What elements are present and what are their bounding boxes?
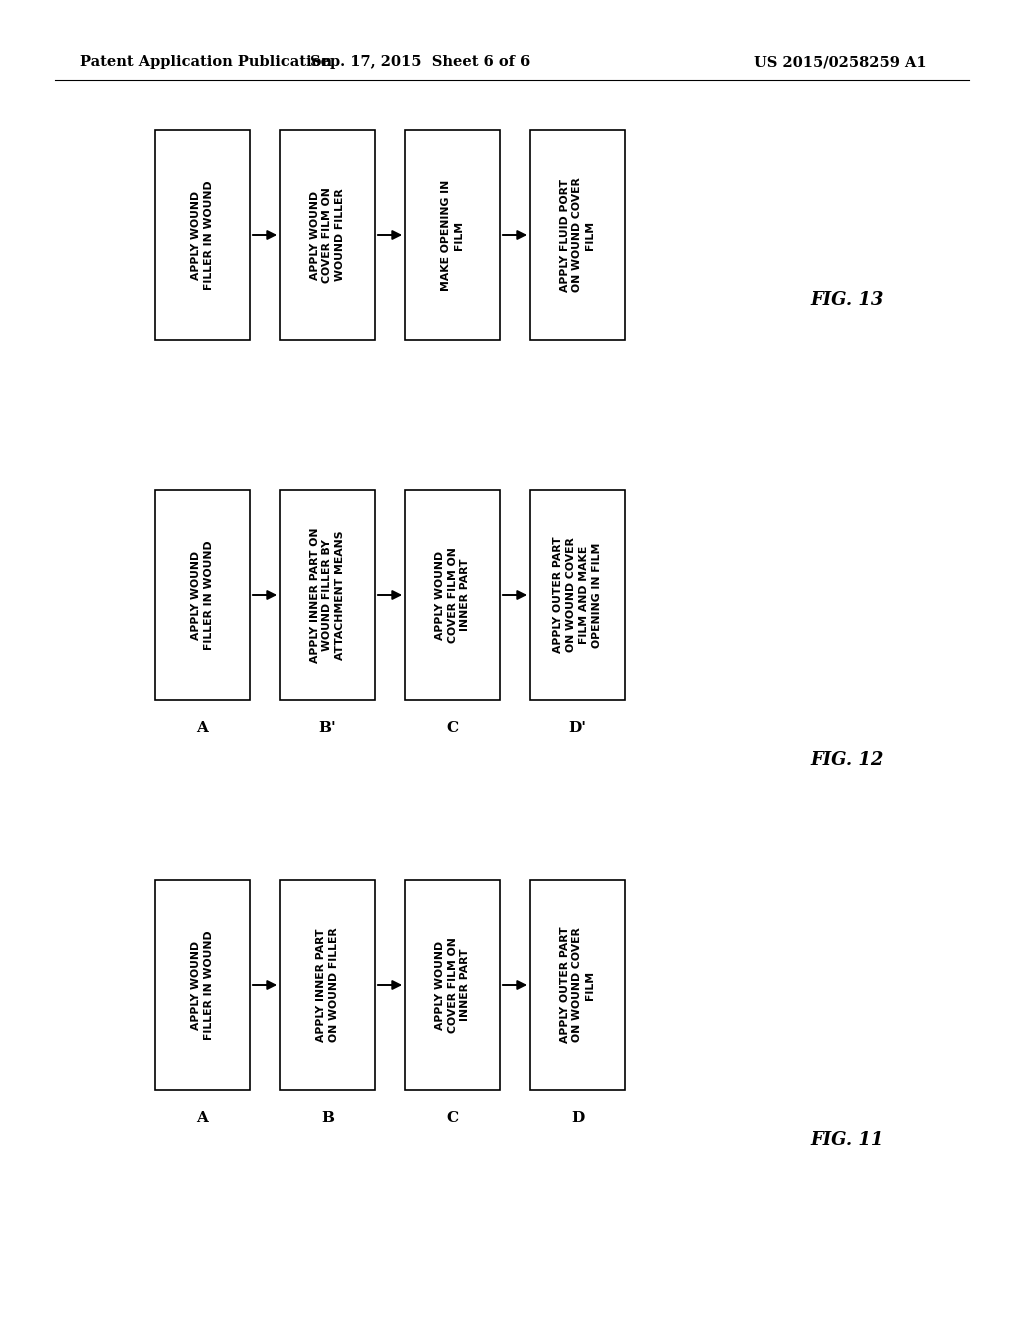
Bar bbox=[406, 490, 500, 700]
Bar bbox=[155, 129, 250, 341]
Text: B': B' bbox=[318, 721, 336, 735]
Text: FIG. 11: FIG. 11 bbox=[810, 1131, 884, 1148]
Text: APPLY FLUID PORT
ON WOUND COVER
FILM: APPLY FLUID PORT ON WOUND COVER FILM bbox=[560, 178, 595, 293]
Text: APPLY WOUND
FILLER IN WOUND: APPLY WOUND FILLER IN WOUND bbox=[191, 540, 214, 649]
Bar bbox=[155, 880, 250, 1090]
Bar bbox=[280, 880, 375, 1090]
Text: APPLY WOUND
FILLER IN WOUND: APPLY WOUND FILLER IN WOUND bbox=[191, 931, 214, 1040]
Text: D': D' bbox=[568, 721, 587, 735]
Text: APPLY WOUND
COVER FILM ON
INNER PART: APPLY WOUND COVER FILM ON INNER PART bbox=[435, 546, 470, 643]
Text: Sep. 17, 2015  Sheet 6 of 6: Sep. 17, 2015 Sheet 6 of 6 bbox=[310, 55, 530, 69]
Text: APPLY INNER PART
ON WOUND FILLER: APPLY INNER PART ON WOUND FILLER bbox=[316, 928, 339, 1043]
Bar bbox=[530, 490, 625, 700]
Bar bbox=[406, 880, 500, 1090]
Text: APPLY WOUND
FILLER IN WOUND: APPLY WOUND FILLER IN WOUND bbox=[191, 181, 214, 290]
Bar bbox=[155, 490, 250, 700]
Text: MAKE OPENING IN
FILM: MAKE OPENING IN FILM bbox=[441, 180, 464, 290]
Text: Patent Application Publication: Patent Application Publication bbox=[80, 55, 332, 69]
Text: A: A bbox=[197, 1111, 209, 1125]
Bar bbox=[406, 129, 500, 341]
Text: A: A bbox=[197, 721, 209, 735]
Text: APPLY OUTER PART
ON WOUND COVER
FILM AND MAKE
OPENING IN FILM: APPLY OUTER PART ON WOUND COVER FILM AND… bbox=[553, 537, 602, 653]
Text: B: B bbox=[321, 1111, 334, 1125]
Text: D: D bbox=[570, 1111, 584, 1125]
Text: US 2015/0258259 A1: US 2015/0258259 A1 bbox=[754, 55, 927, 69]
Text: FIG. 12: FIG. 12 bbox=[810, 751, 884, 770]
Text: APPLY WOUND
COVER FILM ON
WOUND FILLER: APPLY WOUND COVER FILM ON WOUND FILLER bbox=[309, 187, 345, 282]
Text: FIG. 13: FIG. 13 bbox=[810, 290, 884, 309]
Bar bbox=[280, 129, 375, 341]
Bar bbox=[530, 880, 625, 1090]
Text: APPLY OUTER PART
ON WOUND COVER
FILM: APPLY OUTER PART ON WOUND COVER FILM bbox=[560, 927, 595, 1043]
Text: APPLY INNER PART ON
WOUND FILLER BY
ATTACHMENT MEANS: APPLY INNER PART ON WOUND FILLER BY ATTA… bbox=[309, 527, 345, 663]
Text: C: C bbox=[446, 721, 459, 735]
Bar bbox=[280, 490, 375, 700]
Bar bbox=[530, 129, 625, 341]
Text: APPLY WOUND
COVER FILM ON
INNER PART: APPLY WOUND COVER FILM ON INNER PART bbox=[435, 937, 470, 1034]
Text: C: C bbox=[446, 1111, 459, 1125]
